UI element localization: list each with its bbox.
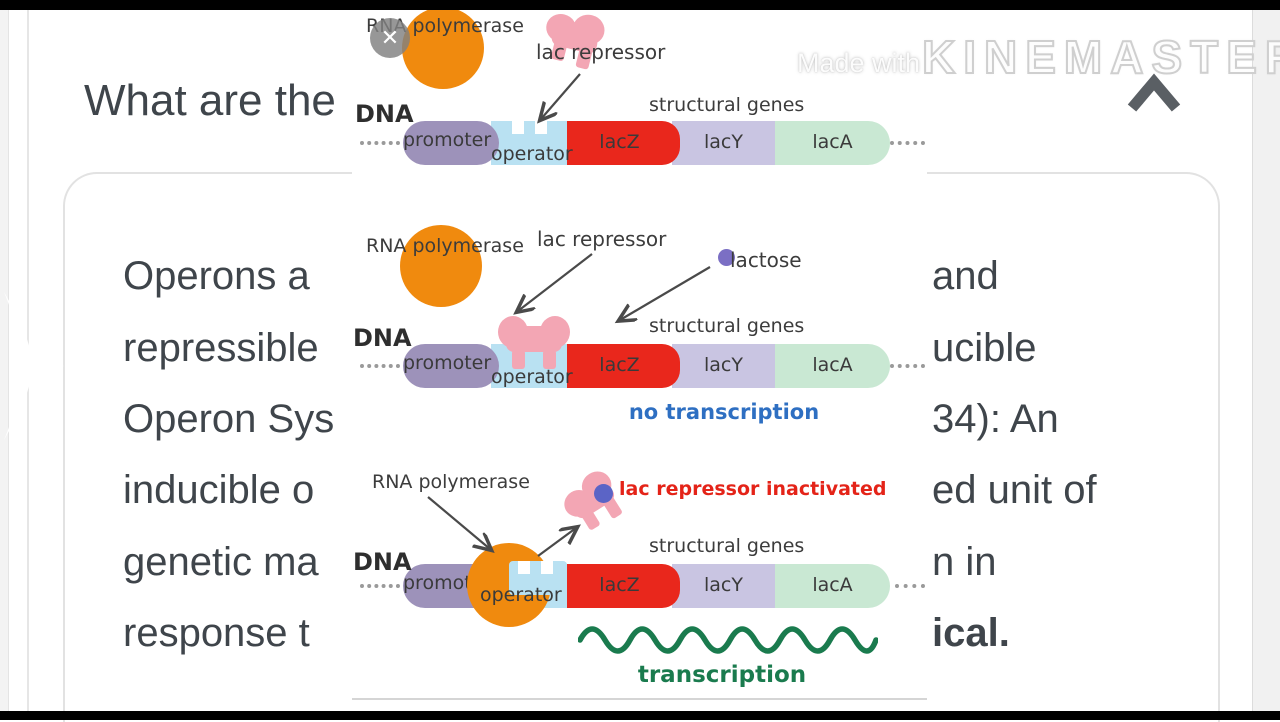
paragraph-text: 34): An (932, 397, 1059, 441)
dna-bar: promoter operator lacZ lacY lacA (352, 121, 927, 165)
right-edge-rail[interactable] (1252, 0, 1280, 720)
dna-label: DNA (353, 324, 412, 352)
paragraph-line: Operon Sys 34): An (0, 397, 1280, 447)
segment-lacY (672, 121, 775, 165)
watermark-kinemaster: KINEMASTER (921, 30, 1280, 84)
promoter-label: promoter (403, 129, 492, 151)
structural-genes-label: structural genes (649, 535, 805, 557)
paragraph-text: n in (932, 540, 997, 584)
segment-lacZ (567, 121, 680, 165)
rna-polymerase-label: RNA polymerase (366, 235, 524, 257)
paragraph-line: repressible ucible (0, 326, 1280, 376)
close-icon[interactable]: ✕ (370, 18, 410, 58)
lacZ-label: lacZ (599, 354, 640, 376)
dna-label: DNA (355, 100, 414, 128)
lacY-label: lacY (704, 131, 743, 153)
operator-label: operator (480, 584, 562, 606)
page-title: What are the (84, 76, 336, 125)
paragraph-text: inducible o (123, 468, 315, 512)
lacZ-label: lacZ (599, 131, 640, 153)
rna-polymerase-label: RNA polymerase (372, 471, 530, 493)
dna-dotted-end (890, 364, 925, 368)
dna-bar: promoter lacZ lacY lacA (352, 564, 927, 608)
mrna-wave (578, 626, 878, 654)
lactose-molecule (594, 484, 613, 503)
segment-lacZ (567, 564, 680, 608)
paragraph-text: genetic ma (123, 540, 319, 584)
lacY-label: lacY (704, 574, 743, 596)
dna-dotted-end (360, 364, 400, 368)
lac-repressor-label: lac repressor (537, 227, 667, 251)
transcription-label: transcription (637, 662, 807, 688)
dna-dotted-end (360, 141, 400, 145)
dna-label: DNA (353, 548, 412, 576)
paragraph-text: Operon Sys (123, 397, 335, 441)
paragraph-text: ed unit of (932, 468, 1097, 512)
paragraph-text: and (932, 254, 999, 298)
paragraph-line: Operons a and (0, 254, 1280, 304)
dna-bar: promoter operator lacZ lacY lacA (352, 344, 927, 388)
lactose-molecule (718, 249, 735, 266)
paragraph-text: Operons a (123, 254, 310, 298)
segment-lacA (775, 344, 890, 388)
lac-operon-diagram: ✕ RNA polymerase lac repressor structura… (352, 0, 927, 700)
paragraph-text: ucible (932, 326, 1037, 370)
watermark-made-with: Made with (797, 48, 921, 78)
lac-repressor-inactivated-label: lac repressor inactivated (619, 478, 887, 500)
paragraph-text: repressible (123, 326, 319, 370)
segment-promoter (403, 121, 499, 165)
operator-label: operator (491, 366, 573, 388)
lacA-label: lacA (812, 354, 853, 376)
operator-binding-site (509, 561, 567, 595)
operator-notch (512, 121, 524, 134)
segment-lacY (672, 344, 775, 388)
segment-lacZ (567, 344, 680, 388)
next-arrow-icon[interactable] (0, 292, 66, 444)
segment-promoter (403, 344, 499, 388)
lac-repressor-bound-shape (498, 316, 570, 370)
dna-dotted-end (360, 584, 400, 588)
chevron-up-icon[interactable] (1126, 70, 1182, 114)
paragraph-line: genetic ma n in (0, 540, 1280, 590)
lac-repressor-label: lac repressor (536, 40, 666, 64)
promoter-label: promoter (403, 352, 492, 374)
paragraph-line: response t ical. (0, 611, 1280, 661)
segment-operator (491, 121, 567, 165)
segment-lacA (775, 121, 890, 165)
segment-lacY (672, 564, 775, 608)
lacZ-label: lacZ (599, 574, 640, 596)
paragraph-text: ical. (932, 611, 1010, 655)
lactose-label: lactose (730, 248, 802, 272)
operator-notch (535, 121, 547, 134)
lacA-label: lacA (812, 574, 853, 596)
letterbox-bottom (0, 711, 1280, 720)
structural-genes-label: structural genes (649, 315, 805, 337)
rna-polymerase-shape (402, 7, 484, 89)
dna-dotted-end (890, 141, 925, 145)
paragraph-text: response t (123, 611, 310, 655)
rna-polymerase-shape (400, 225, 482, 307)
operator-label: operator (491, 143, 573, 165)
segment-lacA (775, 564, 890, 608)
no-transcription-label: no transcription (628, 400, 820, 424)
paragraph-line: inducible o ed unit of (0, 468, 1280, 518)
structural-genes-label: structural genes (649, 94, 805, 116)
lacA-label: lacA (812, 131, 853, 153)
dna-dotted-end (895, 584, 925, 588)
left-edge-rail (0, 0, 9, 720)
lac-repressor-inactivated-shape (554, 462, 641, 548)
lacY-label: lacY (704, 354, 743, 376)
letterbox-top (0, 0, 1280, 10)
